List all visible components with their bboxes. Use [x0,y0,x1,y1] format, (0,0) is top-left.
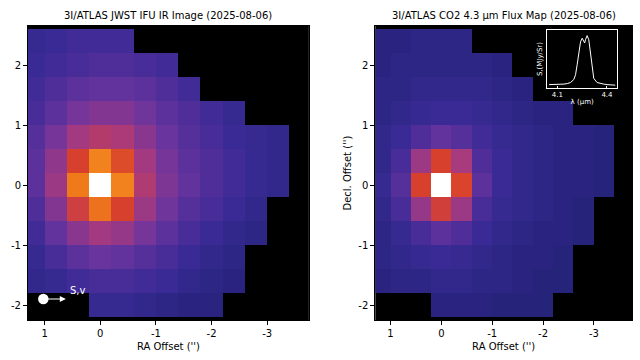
svg-text:4.1: 4.1 [552,91,563,99]
svg-text:4.4: 4.4 [601,91,613,99]
svg-text:S,v: S,v [70,285,86,296]
svg-text:-2: -2 [358,300,368,311]
svg-text:1: 1 [387,328,393,339]
svg-text:0: 0 [97,328,103,339]
svg-text:-2: -2 [11,300,21,311]
svg-text:1: 1 [41,328,47,339]
svg-text:λ (µm): λ (µm) [571,98,594,106]
svg-text:1: 1 [15,120,21,131]
svg-text:-2: -2 [207,328,217,339]
svg-text:-1: -1 [151,328,161,339]
svg-text:3I/ATLAS JWST IFU IR Image (20: 3I/ATLAS JWST IFU IR Image (2025-08-06) [64,10,272,21]
svg-text:-1: -1 [11,240,21,251]
svg-text:-3: -3 [262,328,272,339]
svg-text:1: 1 [362,120,368,131]
svg-text:-2: -2 [538,328,548,339]
svg-text:RA Offset (''): RA Offset ('') [472,341,535,352]
svg-text:-1: -1 [358,240,368,251]
svg-text:-3: -3 [589,328,599,339]
svg-text:3I/ATLAS CO2 4.3 µm Flux Map (: 3I/ATLAS CO2 4.3 µm Flux Map (2025-08-06… [392,10,616,21]
svg-text:-1: -1 [487,328,497,339]
svg-text:2: 2 [15,60,21,71]
svg-text:0: 0 [15,180,21,191]
svg-text:RA Offset (''): RA Offset ('') [137,341,200,352]
svg-text:0: 0 [362,180,368,191]
svg-text:Decl. Offset (''): Decl. Offset ('') [342,135,353,210]
svg-text:0: 0 [438,328,444,339]
svg-text:2: 2 [362,60,368,71]
svg-text:S,(MJy/Sr): S,(MJy/Sr) [536,42,544,76]
